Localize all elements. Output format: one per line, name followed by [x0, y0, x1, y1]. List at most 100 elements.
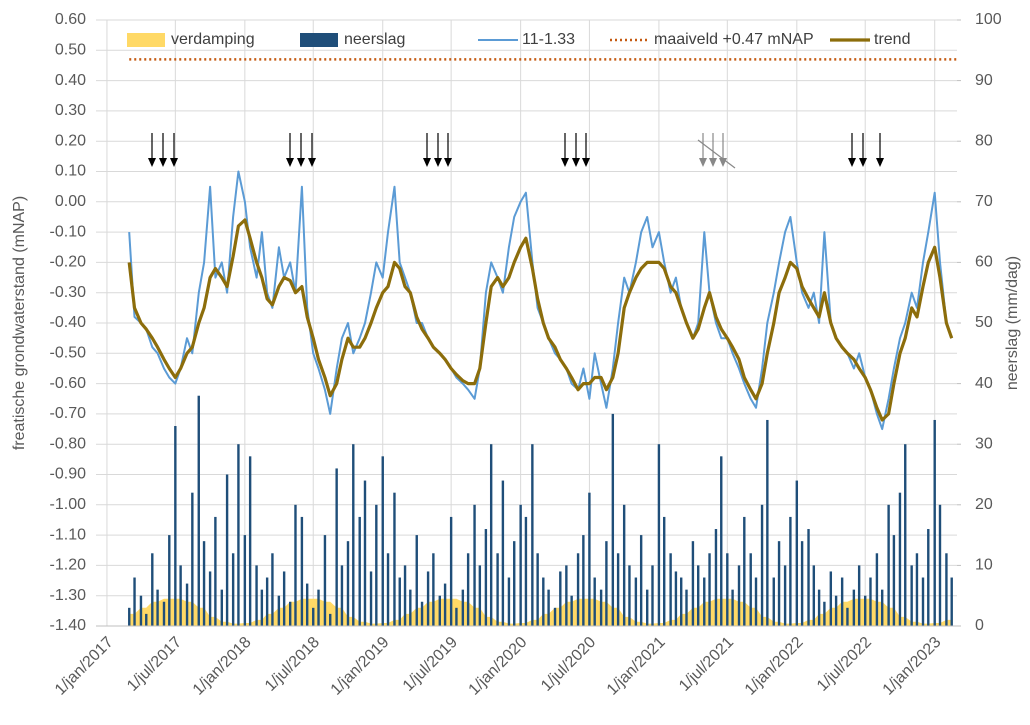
precipitation-bar — [265, 577, 269, 626]
precipitation-bar — [737, 565, 741, 626]
precipitation-bar — [409, 589, 412, 626]
y2-tick-label: 40 — [975, 375, 993, 392]
precipitation-bar — [616, 553, 620, 626]
x-tick-label: 1/jan/2021 — [604, 634, 669, 699]
precipitation-bar — [880, 589, 884, 626]
precipitation-bar — [443, 583, 447, 626]
precipitation-bar — [628, 565, 631, 626]
precipitation-bar — [789, 516, 792, 626]
precipitation-bar — [271, 553, 274, 626]
precipitation-bar — [938, 504, 942, 626]
precipitation-bar — [202, 541, 206, 626]
precipitation-bar — [945, 553, 948, 626]
precipitation-bar — [731, 589, 734, 626]
y-tick-label: 0.10 — [55, 163, 86, 180]
precipitation-bar — [611, 413, 615, 626]
groundwater-line — [128, 170, 953, 431]
precipitation-bar — [455, 607, 458, 626]
trend-line — [127, 218, 954, 422]
precipitation-bar — [760, 504, 764, 626]
precipitation-bar — [294, 504, 297, 626]
y-tick-label: 0.40 — [55, 72, 86, 89]
precipitation-bar — [904, 444, 907, 626]
arrow-annotations — [148, 133, 884, 169]
precipitation-bar — [151, 553, 154, 626]
precipitation-bar — [323, 535, 327, 626]
y2-tick-label: 90 — [975, 72, 993, 89]
precipitation-bar — [622, 504, 626, 626]
arrow-head — [561, 158, 569, 167]
precipitation-bar — [386, 553, 390, 626]
y2-tick-label: 0 — [975, 617, 984, 634]
precipitation-bar — [340, 565, 344, 626]
precipitation-bar — [473, 504, 476, 626]
precipitation-bar — [669, 553, 672, 626]
precipitation-bar — [749, 553, 752, 626]
precipitation-bar — [547, 589, 550, 626]
y-tick-label: -0.90 — [50, 466, 87, 483]
precipitation-bar — [714, 529, 718, 626]
precipitation-bar — [674, 571, 678, 626]
precipitation-bar — [915, 553, 919, 626]
precipitation-bar — [553, 607, 557, 626]
y-tick-label: -1.10 — [50, 526, 87, 543]
y-tick-label: -0.60 — [50, 375, 87, 392]
precipitation-bar — [777, 541, 781, 626]
precipitation-bar — [133, 577, 136, 626]
y-tick-label: -1.40 — [50, 617, 87, 634]
precipitation-bar — [300, 516, 304, 626]
precipitation-bar — [588, 492, 591, 626]
x-tick-label: 1/jul/2019 — [400, 634, 461, 695]
precipitation-bar — [185, 583, 189, 626]
arrow-head — [297, 158, 305, 167]
arrow-head — [444, 158, 452, 167]
precipitation-bar — [743, 516, 746, 626]
y2-tick-label: 20 — [975, 496, 993, 513]
precipitation-bar — [892, 535, 896, 626]
precipitation-bar — [335, 468, 338, 626]
arrow-head — [148, 158, 156, 167]
legend-swatch — [127, 33, 165, 47]
precipitation-bar — [634, 577, 638, 626]
precipitation-bar — [697, 565, 700, 626]
precipitation-bar — [772, 577, 775, 626]
precipitation-bar — [513, 541, 516, 626]
precipitation-bar — [887, 504, 890, 626]
precipitation-bar — [708, 553, 711, 626]
precipitation-bar — [542, 577, 545, 626]
precipitation-bar — [680, 577, 683, 626]
precipitation-bar — [651, 565, 654, 626]
precipitation-bar — [174, 426, 177, 626]
precipitation-bar — [846, 607, 849, 626]
legend-label: maaiveld +0.47 mNAP — [654, 31, 814, 48]
precipitation-bar — [243, 535, 247, 626]
precipitation-bar — [346, 541, 350, 626]
x-tick-label: 1/jan/2022 — [742, 634, 807, 699]
y-tick-label: -0.50 — [50, 345, 87, 362]
precipitation-bar — [363, 480, 367, 626]
precipitation-bar — [484, 529, 488, 626]
precipitation-bar — [754, 577, 758, 626]
x-tick-label: 1/jul/2020 — [538, 634, 599, 695]
precipitation-bar — [807, 529, 810, 626]
arrow-head — [434, 158, 442, 167]
precipitation-bar — [646, 589, 649, 626]
arrow-head — [286, 158, 294, 167]
precipitation-bar — [231, 553, 235, 626]
precipitation-bar — [703, 577, 706, 626]
precipitation-bar — [817, 589, 821, 626]
precipitation-bar — [191, 492, 194, 626]
y-tick-label: 0.50 — [55, 42, 86, 59]
precipitation-bar — [691, 541, 695, 626]
precipitation-bar — [432, 553, 435, 626]
precipitation-bar — [128, 607, 131, 626]
precipitation-bar — [852, 589, 856, 626]
precipitation-bar — [519, 504, 522, 626]
x-tick-label: 1/jul/2017 — [124, 634, 185, 695]
precipitation-bar — [393, 492, 396, 626]
x-tick-label: 1/jul/2018 — [262, 634, 323, 695]
y-tick-label: 0.00 — [55, 193, 86, 210]
precipitation-bar — [800, 541, 804, 626]
precipitation-bar — [426, 571, 430, 626]
